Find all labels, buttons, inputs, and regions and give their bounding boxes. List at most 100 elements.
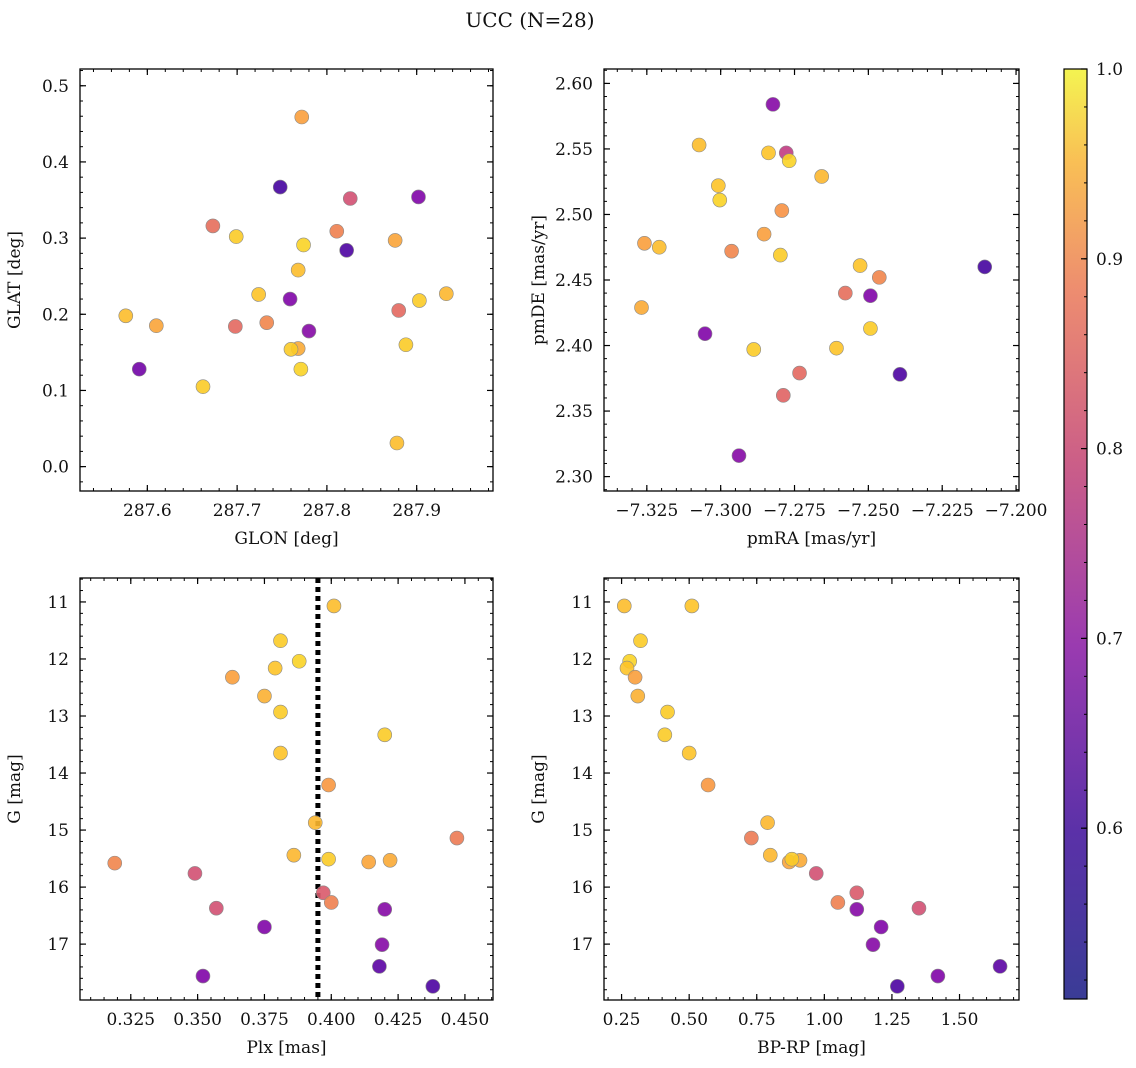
y-tick-label: 0.5	[42, 77, 69, 97]
data-point	[273, 745, 288, 761]
y-tick-label: 0.2	[42, 305, 69, 325]
x-tick-label: 1.00	[805, 1010, 843, 1030]
y-axis-label: G [mag]	[5, 754, 25, 823]
data-point	[765, 97, 781, 112]
x-tick-label: 0.50	[670, 1010, 708, 1030]
data-point	[697, 326, 713, 342]
figure-title: UCC (N=28)	[465, 8, 594, 32]
data-point	[773, 247, 788, 263]
data-point	[890, 979, 905, 994]
x-axis-label: pmRA [mas/yr]	[747, 529, 876, 549]
y-tick-label: 14	[571, 764, 593, 784]
data-point	[377, 902, 393, 917]
data-point	[711, 178, 726, 193]
data-point	[412, 293, 427, 308]
y-tick-label: 15	[47, 821, 69, 841]
x-tick-label: 1.25	[873, 1010, 911, 1030]
data-point	[829, 340, 844, 356]
x-tick-label: 287.7	[213, 501, 262, 521]
y-axis-label: pmDE [mas/yr]	[529, 215, 549, 345]
data-point	[225, 669, 240, 685]
y-tick-label: 13	[47, 707, 69, 727]
y-axis-label: GLAT [deg]	[5, 231, 25, 329]
y-tick-label: 17	[571, 935, 593, 955]
data-point	[838, 285, 853, 301]
y-tick-label: 16	[47, 878, 69, 898]
axes-frame	[79, 68, 494, 492]
colorbar-tick-label: 0.8	[1096, 440, 1123, 460]
data-point	[808, 866, 824, 881]
data-point	[251, 287, 266, 302]
colorbar-tick-label: 1.0	[1096, 60, 1123, 80]
cmd-panel: 0.25 0.50 0.75 1.00 1.25 1.50 11 12 13 14 15 16 17 BP…	[529, 577, 1020, 1058]
y-tick-label: 0.0	[42, 458, 69, 478]
x-tick-label: 287.8	[303, 501, 352, 521]
x-tick-label: 287.6	[123, 501, 172, 521]
data-point	[118, 308, 134, 324]
x-tick-label: −7.300	[689, 501, 752, 521]
x-tick-label: −7.275	[763, 501, 826, 521]
data-point	[291, 653, 307, 669]
y-tick-label: 12	[571, 650, 593, 670]
y-tick-label: 17	[47, 935, 69, 955]
data-point	[321, 851, 336, 867]
data-point	[282, 291, 298, 307]
data-point	[863, 288, 878, 304]
y-tick-label: 12	[47, 650, 69, 670]
data-point	[774, 203, 790, 218]
x-axis-label: GLON [deg]	[234, 529, 338, 549]
axes-frame	[603, 577, 1020, 1001]
data-point	[257, 919, 272, 935]
data-point	[398, 337, 414, 353]
data-point	[637, 236, 652, 251]
data-point	[372, 959, 387, 974]
x-tick-label: 287.9	[392, 501, 441, 521]
y-tick-label: 2.45	[555, 271, 593, 291]
y-tick-label: 15	[571, 821, 593, 841]
x-tick-label: 1.50	[941, 1010, 979, 1030]
data-point	[744, 830, 759, 846]
y-tick-label: 11	[47, 593, 69, 613]
x-tick-label: 0.75	[738, 1010, 776, 1030]
y-tick-label: 14	[47, 764, 69, 784]
data-point	[781, 153, 797, 169]
data-point	[257, 688, 272, 704]
y-tick-label: 2.50	[555, 205, 593, 225]
y-tick-label: 0.4	[42, 153, 69, 173]
data-point	[660, 704, 675, 720]
data-point	[930, 968, 946, 984]
data-point	[296, 237, 311, 253]
data-point	[775, 388, 791, 403]
data-point	[228, 319, 243, 334]
data-point	[259, 315, 275, 330]
data-point	[389, 435, 405, 451]
data-point	[630, 688, 646, 704]
data-point	[977, 259, 993, 275]
colorbar-tick-label: 0.6	[1096, 819, 1123, 839]
data-point	[724, 243, 739, 259]
colorbar-gradient	[1063, 68, 1088, 1000]
x-tick-label: −7.225	[911, 501, 974, 521]
data-point	[651, 239, 667, 255]
y-tick-label: 2.40	[555, 337, 593, 357]
data-point	[792, 365, 807, 381]
x-tick-label: −7.200	[985, 501, 1048, 521]
data-point	[323, 895, 339, 910]
data-point	[863, 321, 878, 336]
y-tick-label: 11	[571, 593, 593, 613]
data-point	[387, 233, 403, 248]
data-point	[425, 979, 441, 994]
data-point	[272, 179, 288, 195]
data-point	[273, 704, 288, 720]
data-point	[195, 379, 211, 394]
data-point	[195, 968, 211, 984]
data-point	[283, 342, 299, 357]
x-axis-label: BP-RP [mag]	[757, 1038, 866, 1058]
data-point	[267, 660, 283, 676]
data-point	[762, 847, 778, 863]
data-point	[301, 323, 317, 339]
data-point	[849, 885, 865, 901]
data-point	[391, 303, 407, 318]
data-point	[187, 866, 203, 881]
data-point	[852, 258, 868, 273]
